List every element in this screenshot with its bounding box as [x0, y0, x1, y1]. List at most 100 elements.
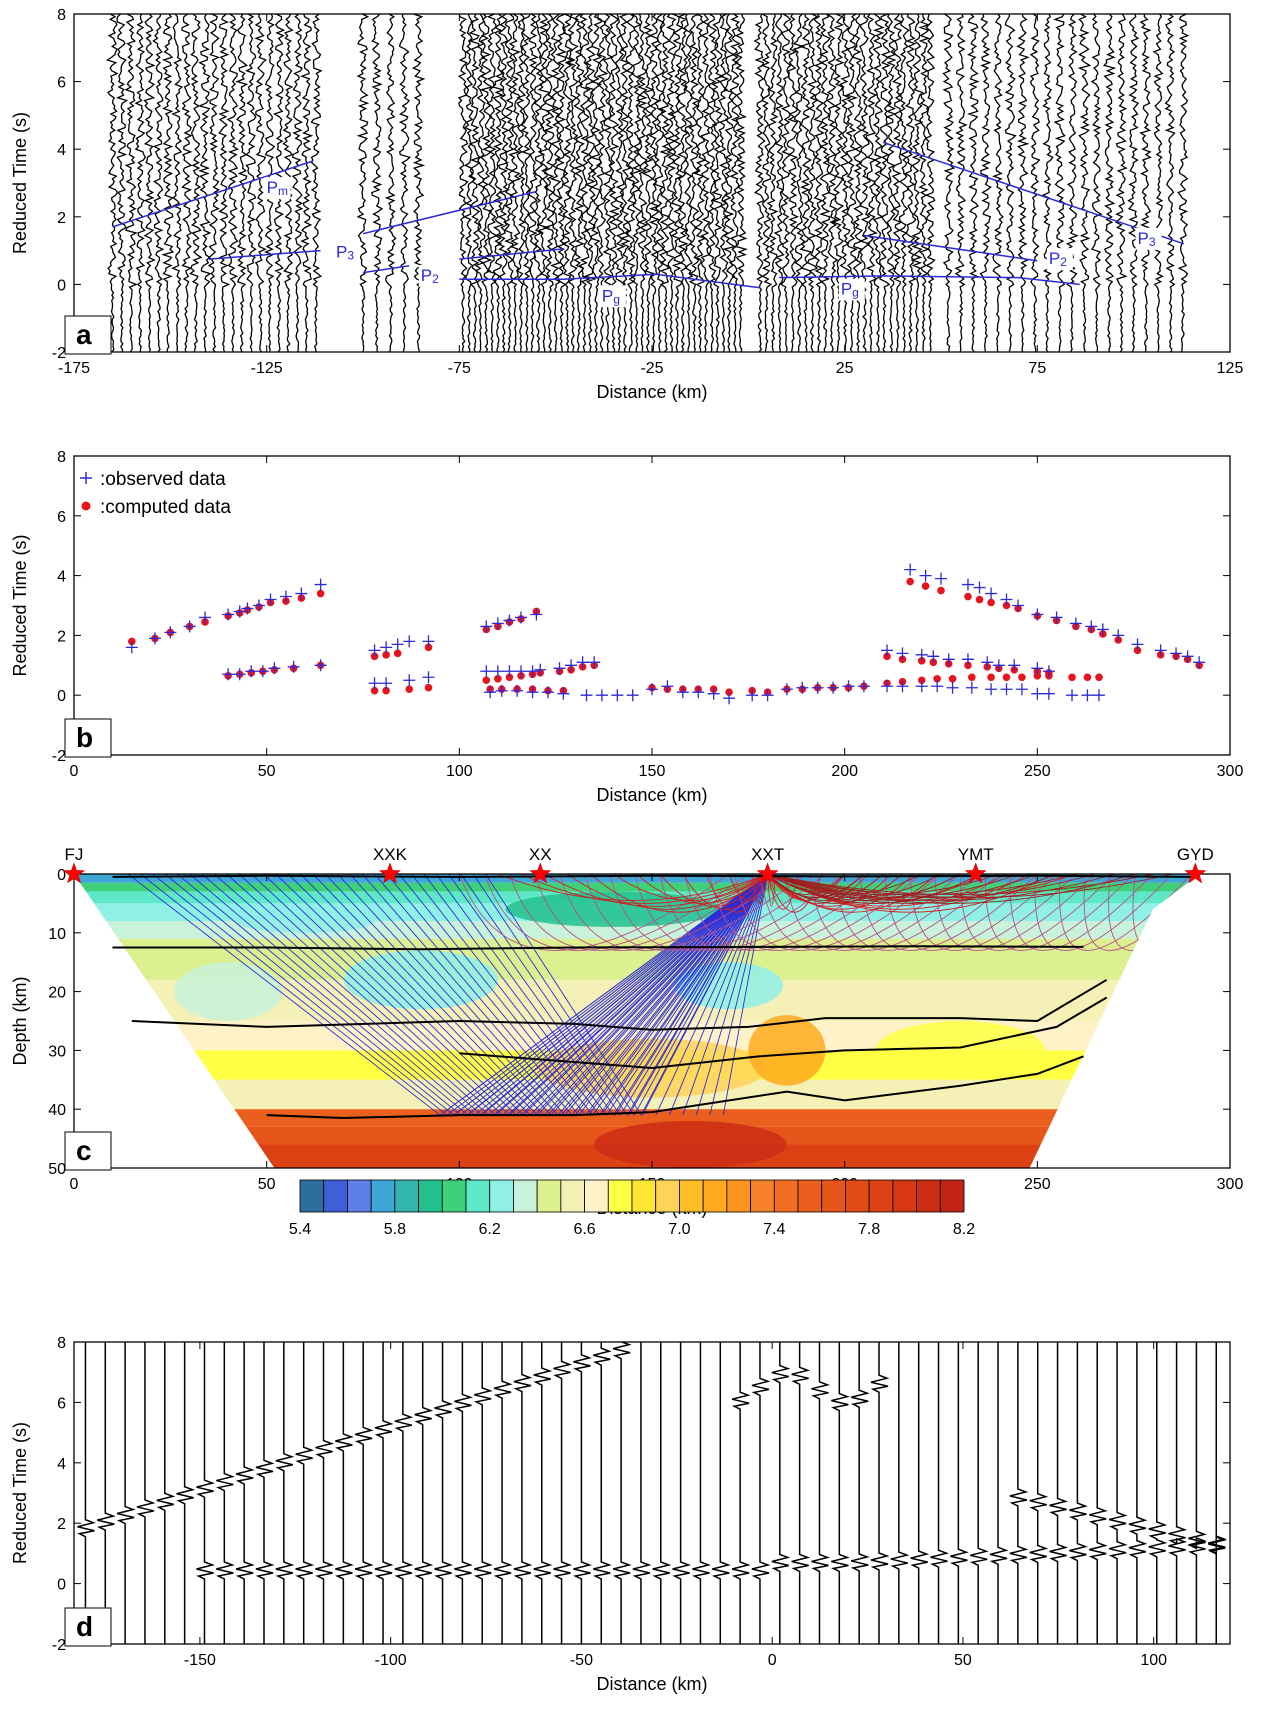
observed-point: [491, 665, 504, 678]
observed-point: [935, 572, 947, 585]
y-axis-label: Reduced Time (s): [10, 112, 30, 254]
seismogram-trace: [766, 14, 779, 352]
seismogram-trace: [537, 14, 551, 352]
observed-point: [241, 602, 254, 615]
observed-point: [245, 665, 258, 678]
seismogram-trace: [526, 14, 539, 352]
x-tick-label: 100: [1140, 1652, 1167, 1669]
synthetic-trace: [1009, 1342, 1029, 1644]
colorbar-cell: [821, 1179, 846, 1213]
seismogram-trace: [918, 14, 931, 352]
panel-label: b: [76, 722, 93, 753]
ray-purple: [609, 874, 845, 951]
y-tick-label: 50: [48, 1161, 66, 1178]
computed-point: [987, 598, 995, 607]
ray-red: [767, 874, 892, 907]
synthetic-trace: [156, 1342, 176, 1644]
phase-label-sub: 2: [1060, 255, 1067, 269]
observed-point: [1015, 683, 1028, 696]
ray-red: [767, 874, 1096, 898]
synthetic-trace: [573, 1342, 592, 1644]
observed-point: [981, 656, 994, 669]
observed-point: [530, 608, 543, 621]
colorbar-tick-label: 7.8: [858, 1221, 880, 1238]
observed-point: [580, 689, 593, 702]
panel-c-chart: 05010015020025030001020304050Distance (k…: [10, 845, 1244, 1238]
seismogram-trace: [641, 14, 655, 352]
colorbar-cell: [418, 1179, 443, 1213]
x-tick-label: 0: [70, 1176, 79, 1193]
seismogram-trace: [658, 14, 672, 352]
synthetic-trace: [811, 1342, 831, 1644]
synthetic-trace: [771, 1342, 791, 1644]
velocity-band: [74, 874, 1200, 883]
observed-point: [511, 684, 524, 697]
synthetic-trace: [1069, 1342, 1088, 1644]
seismogram-trace: [411, 14, 426, 352]
seismogram-trace: [676, 14, 690, 352]
observed-point: [264, 593, 277, 606]
seismogram-trace: [457, 14, 469, 352]
ray-red: [682, 874, 768, 910]
ray-blue: [472, 874, 768, 1116]
seismogram-trace: [648, 14, 661, 352]
seismogram-trace: [779, 14, 792, 352]
synthetic-trace: [235, 1342, 255, 1644]
synthetic-trace: [692, 1342, 711, 1644]
phase-label: Pg: [602, 286, 620, 306]
legend-computed-marker: [81, 501, 91, 511]
synthetic-trace: [394, 1342, 414, 1644]
observed-point: [252, 599, 265, 612]
synthetic-trace: [850, 1342, 870, 1644]
seismogram-trace: [486, 14, 498, 352]
y-tick-label: 8: [57, 7, 66, 24]
x-tick-label: 300: [1217, 1176, 1244, 1193]
station-star: [1184, 862, 1207, 884]
colorbar-cell: [916, 1179, 941, 1213]
observed-point: [233, 668, 246, 681]
synthetic-trace: [652, 1342, 672, 1644]
observed-point: [422, 635, 435, 648]
colorbar-cell: [299, 1179, 325, 1213]
seismogram-trace: [954, 14, 968, 352]
seismogram-trace: [1016, 14, 1030, 352]
synthetic-trace: [553, 1342, 573, 1644]
synthetic-trace: [96, 1342, 116, 1644]
computed-point: [382, 686, 390, 695]
observed-point: [368, 644, 381, 657]
synthetic-trace: [1108, 1342, 1128, 1644]
seismogram-trace: [520, 14, 532, 352]
observed-point: [896, 680, 909, 693]
seismogram-trace: [979, 14, 992, 352]
observed-point: [268, 662, 281, 675]
phase-label-sub: g: [852, 286, 859, 300]
y-tick-label: 4: [57, 569, 66, 586]
station-star: [378, 862, 402, 884]
x-axis-label: Distance (km): [596, 785, 707, 805]
synthetic-trace: [870, 1342, 890, 1644]
seismogram-trace: [734, 14, 748, 352]
x-tick-label: -50: [570, 1652, 593, 1669]
observed-point: [480, 620, 493, 633]
seismogram-trace: [1004, 14, 1017, 352]
station-label: XXT: [751, 845, 784, 864]
ray-purple: [884, 874, 1057, 951]
velocity-anomaly: [343, 950, 498, 1010]
seismogram-trace: [583, 14, 597, 352]
seismogram-trace: [718, 14, 730, 352]
colorbar: 5.4 5.8 6.2 6.6 7.0 7.4 7.8 8.2: [289, 1179, 975, 1238]
seismogram-trace: [310, 14, 323, 352]
velocity-anomaly: [594, 1120, 787, 1168]
synthetic-trace: [1128, 1342, 1148, 1644]
colorbar-cell: [773, 1179, 799, 1213]
observed-point: [526, 665, 539, 678]
computed-point: [1002, 673, 1011, 682]
ray-purple: [684, 874, 903, 951]
observed-point: [811, 681, 824, 694]
seismogram-trace: [468, 14, 481, 352]
x-tick-label: 150: [639, 763, 666, 780]
x-tick-label: 300: [1217, 763, 1244, 780]
observed-point: [746, 689, 759, 702]
layer-interface: [266, 1055, 1084, 1120]
synthetic-trace: [1088, 1342, 1108, 1644]
